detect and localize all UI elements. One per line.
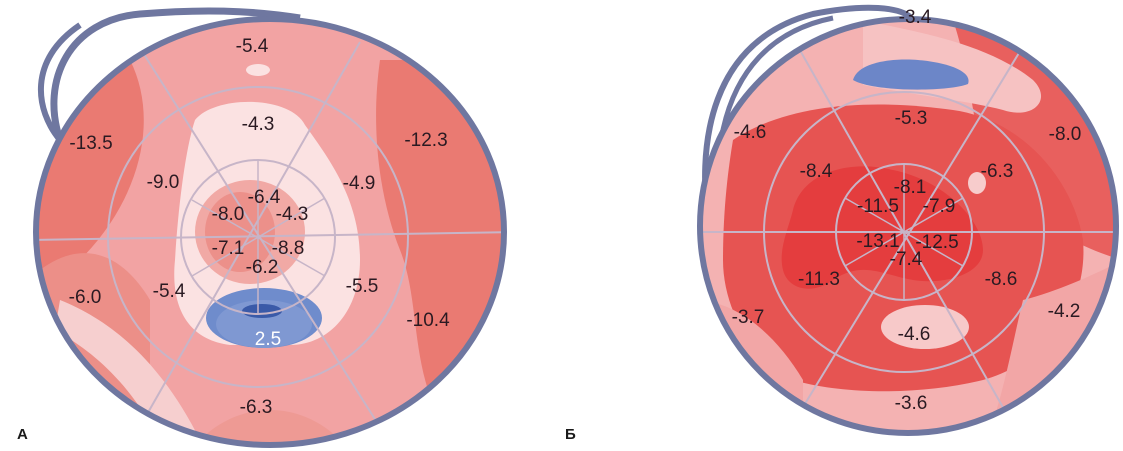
segment-value-b-basal-6: -4.6 [734,122,767,143]
segment-value-b-basal-2: -8.0 [1049,124,1082,145]
segment-value-b-apical-2: -7.9 [923,196,956,217]
panel-letter-a: А [17,426,28,443]
segment-value-a-mid-3: -5.5 [346,276,379,297]
segment-value-a-apical-5: -7.1 [212,238,245,259]
segment-value-a-basal-6: -13.5 [69,133,112,154]
segment-value-b-basal-1: -3.4 [899,7,932,28]
segment-value-a-apical-4: -6.2 [246,257,279,278]
outer-loop-b2 [718,15,834,141]
segment-value-b-mid-1: -5.3 [895,108,928,129]
bullseye-plot-a: -5.4 -12.3 -10.4 -6.3 -6.0 -13.5 -4.3 -4… [33,7,507,448]
segment-value-a-apical-2: -4.3 [276,204,309,225]
outer-ring-a [33,16,507,448]
segment-value-b-mid-5: -11.3 [798,269,840,290]
outer-loop-a2 [37,22,82,142]
segment-value-a-basal-5: -6.0 [69,287,102,308]
segment-value-b-mid-2: -6.3 [981,161,1014,182]
segment-value-b-apical-6: -11.5 [857,196,899,217]
segment-value-b-basal-5: -3.7 [732,307,765,328]
segment-grid-b [701,29,1115,431]
segment-value-a-mid-2: -4.9 [343,173,376,194]
segment-grid-a [37,41,503,431]
segment-value-a-basal-3: -10.4 [406,310,450,331]
segment-value-a-basal-4: -6.3 [240,397,273,418]
segment-value-a-mid-1: -4.3 [242,114,275,135]
bullseye-plot-b: -3.4 -8.0 -4.2 -3.6 -3.7 -4.6 -5.3 -6.3 … [697,4,1119,436]
segment-value-a-apical-1: -6.4 [248,187,281,208]
segment-value-b-basal-4: -3.6 [895,393,928,414]
outer-ring-b [697,16,1119,436]
segment-value-b-basal-3: -4.2 [1048,301,1081,322]
segment-value-a-apical-6: -8.0 [212,204,245,225]
segment-value-a-apical-3: -8.8 [272,238,305,259]
bullseye-panel-b: -3.4 -8.0 -4.2 -3.6 -3.7 -4.6 -5.3 -6.3 … [563,0,1123,451]
segment-value-a-mid-5: -5.4 [153,281,186,302]
segment-value-b-mid-6: -8.4 [800,161,833,182]
panel-letter-b: Б [565,426,576,443]
bullseye-panel-a: -5.4 -12.3 -10.4 -6.3 -6.0 -13.5 -4.3 -4… [0,0,560,451]
segment-value-a-mid-6: -9.0 [147,172,180,193]
segment-value-a-mid-4: 2.5 [255,329,281,350]
segment-value-b-mid-4: -4.6 [898,324,931,345]
segment-value-b-apical-5: -13.1 [856,231,899,252]
segment-value-a-basal-2: -12.3 [404,130,447,151]
segment-value-b-apical-3: -12.5 [915,232,958,253]
segment-value-b-apical-1: -8.1 [894,177,927,198]
segment-value-b-mid-3: -8.6 [985,269,1018,290]
segment-value-b-apical-4: -7.4 [890,249,923,270]
outer-loop-a [50,7,301,142]
outer-loop-b [702,4,916,241]
segment-value-a-basal-1: -5.4 [236,36,269,57]
